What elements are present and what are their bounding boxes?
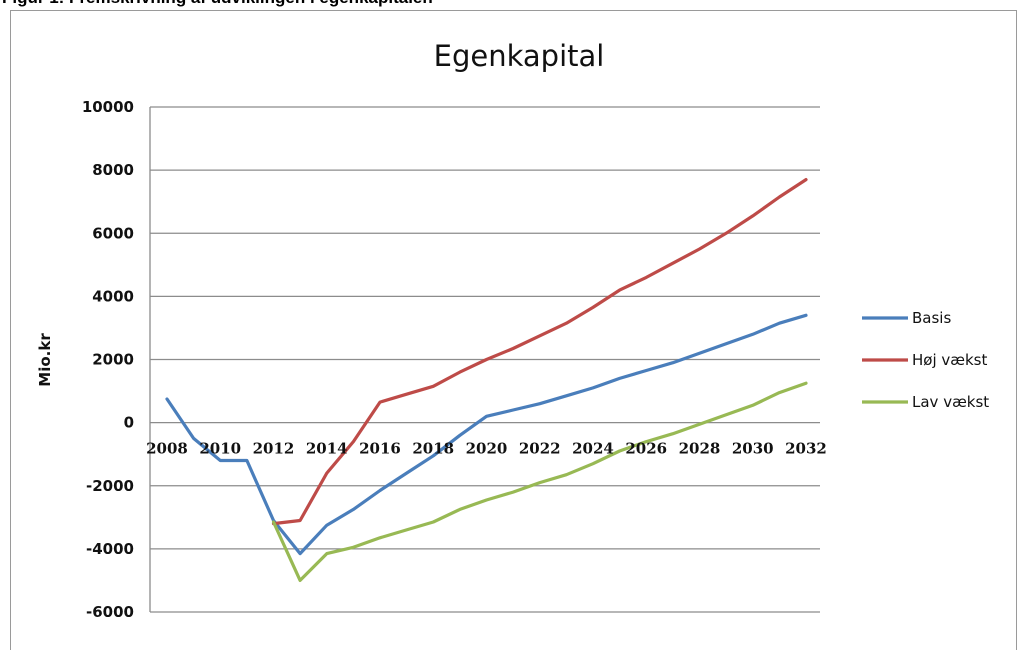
- y-tick-label: 8000: [92, 161, 134, 179]
- x-tick-label: 2024: [572, 440, 614, 458]
- series-line-h-j-v-kst: [271, 178, 808, 526]
- x-tick-label: 2026: [625, 440, 667, 458]
- x-tick-label: 2030: [732, 440, 774, 458]
- legend-label: Basis: [912, 309, 951, 327]
- y-tick-label: 0: [124, 414, 134, 432]
- x-tick-label: 2014: [306, 440, 348, 458]
- y-tick-label: -2000: [86, 477, 134, 495]
- figure-caption: Figur 1: Fremskrivning af udviklingen i …: [2, 0, 433, 8]
- legend-label: Høj vækst: [912, 351, 987, 369]
- y-tick-labels: 10000 8000 6000 4000 2000 0 -2000 -4000 -6000: [82, 98, 134, 621]
- series-lines: [165, 178, 808, 583]
- x-tick-label: 2020: [466, 440, 508, 458]
- x-tick-label: 2028: [679, 440, 721, 458]
- chart-title: Egenkapital: [434, 39, 605, 73]
- y-tick-label: 6000: [92, 224, 134, 242]
- series-line-lav-v-kst: [271, 381, 808, 583]
- y-tick-label: 2000: [92, 351, 134, 369]
- x-tick-label: 2022: [519, 440, 561, 458]
- x-tick-labels: 2008 2010 2012 2014 2016 2018 2020 2022 2024 2026…: [146, 440, 827, 458]
- series-line-basis: [165, 313, 808, 556]
- y-tick-label: 10000: [82, 98, 134, 116]
- legend-label: Lav vækst: [912, 393, 989, 411]
- x-tick-label: 2010: [199, 440, 241, 458]
- legend: Basis Høj vækst Lav vækst: [862, 309, 989, 411]
- x-tick-label: 2016: [359, 440, 401, 458]
- y-tick-label: -4000: [86, 540, 134, 558]
- y-axis-label: Mio.kr: [36, 333, 54, 387]
- x-tick-label: 2018: [412, 440, 454, 458]
- chart-frame: [10, 10, 1017, 650]
- y-tick-label: 4000: [92, 287, 134, 305]
- y-tick-label: -6000: [86, 603, 134, 621]
- x-tick-label: 2008: [146, 440, 188, 458]
- x-tick-label: 2012: [253, 440, 295, 458]
- line-chart: Egenkapital 10000 8000 6000 4000 2000 0 -2000 -…: [36, 39, 989, 621]
- x-tick-label: 2032: [785, 440, 827, 458]
